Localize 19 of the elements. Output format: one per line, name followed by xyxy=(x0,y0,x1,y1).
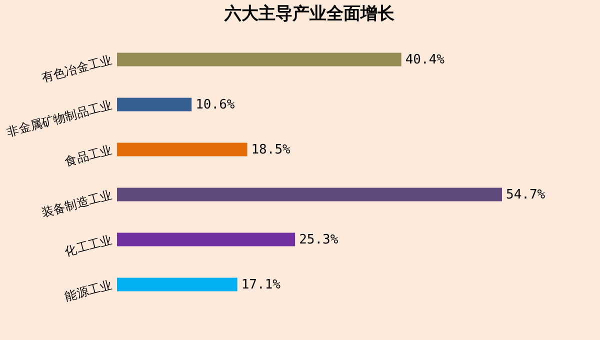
data-label: 10.6% xyxy=(196,98,235,112)
data-label: 40.4% xyxy=(405,52,445,68)
y-tick-label: 非金属矿物制品工业 xyxy=(5,98,114,140)
y-tick-label: 有色冶金工业 xyxy=(40,52,114,85)
y-tick-label: 化工工业 xyxy=(63,232,114,259)
chart-title: 六大主导产业全面增长 xyxy=(224,4,396,24)
y-tick-label: 装备制造工业 xyxy=(40,188,114,220)
bar xyxy=(117,142,248,156)
y-tick-label: 食品工业 xyxy=(63,142,114,169)
bar xyxy=(117,232,296,246)
bar xyxy=(117,52,402,66)
data-label: 25.3% xyxy=(299,232,338,248)
data-label: 54.7% xyxy=(506,188,546,202)
data-label: 17.1% xyxy=(241,278,281,292)
data-label: 18.5% xyxy=(251,142,291,158)
y-tick-label: 能源工业 xyxy=(63,278,114,304)
bar xyxy=(117,98,192,112)
bar xyxy=(117,188,502,202)
bar xyxy=(117,278,238,292)
